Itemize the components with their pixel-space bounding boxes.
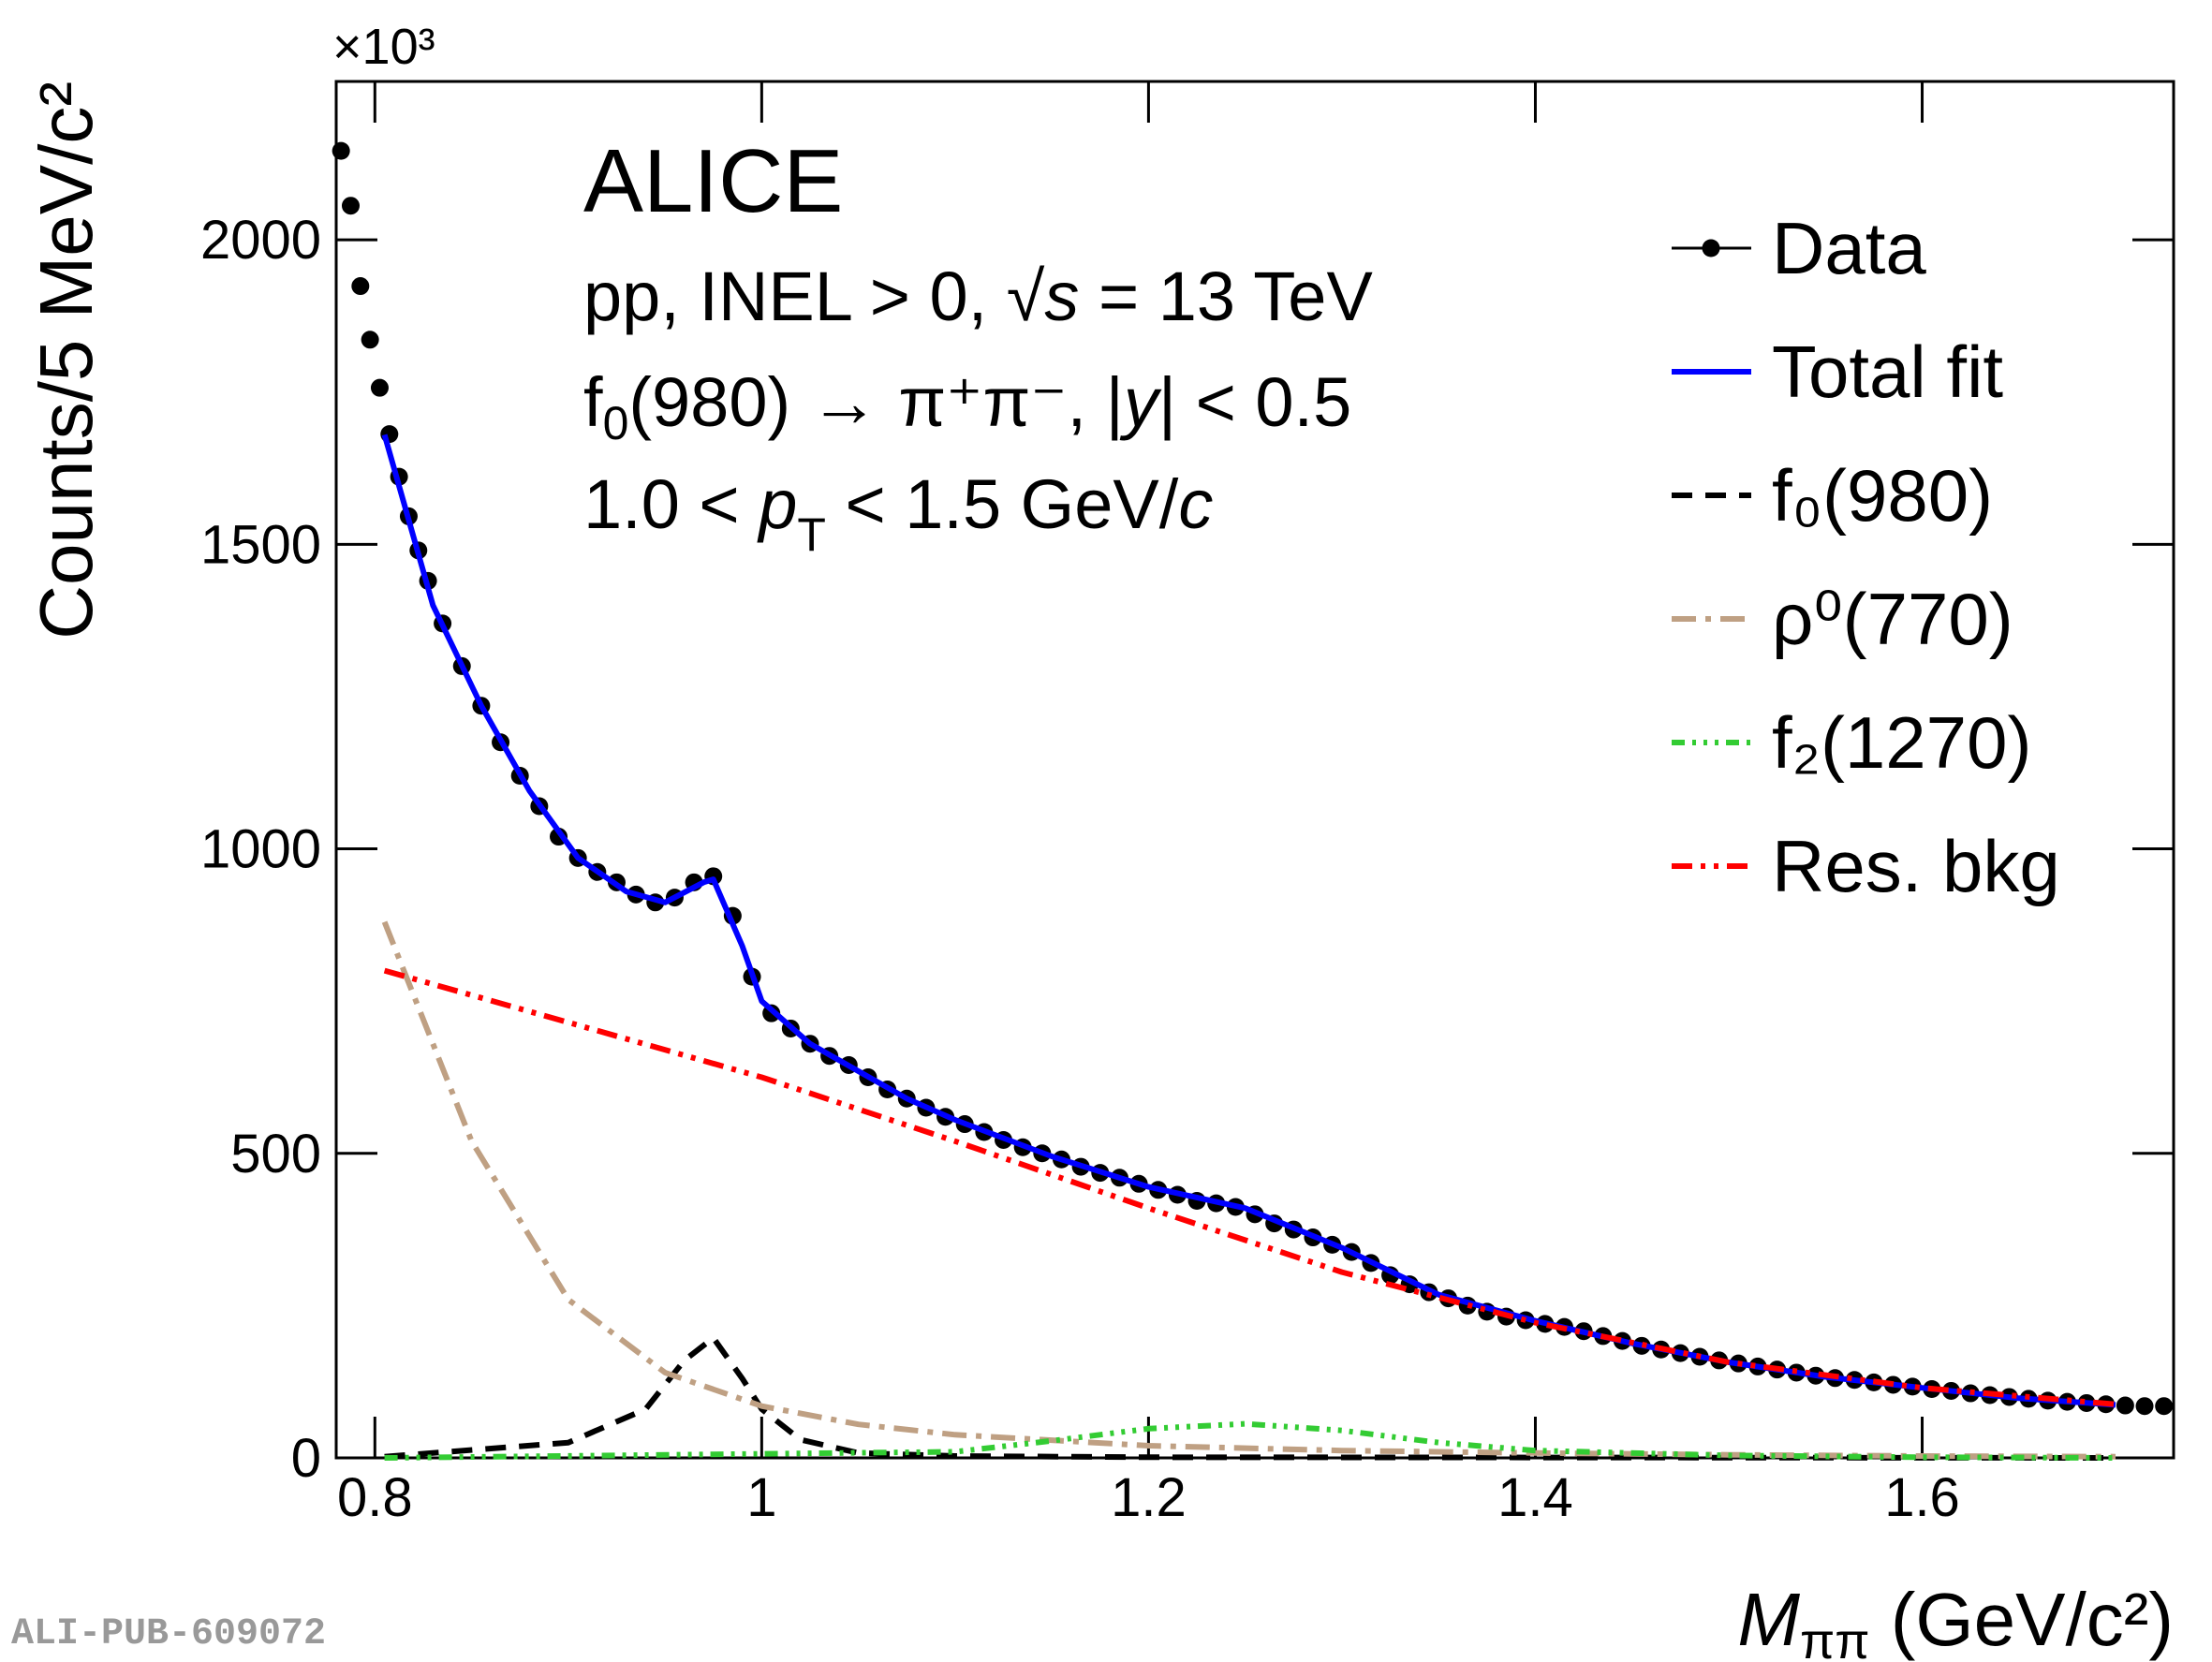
annotation-part: = 13 TeV — [1079, 257, 1373, 335]
legend-key — [1702, 239, 1720, 257]
annotation-part: 0 — [603, 397, 629, 449]
x-tick-label: 1.4 — [1497, 1467, 1573, 1528]
x-tick-label: 1.2 — [1111, 1467, 1187, 1528]
data-point — [370, 378, 389, 397]
legend-label: Res. bkg — [1772, 825, 2060, 907]
y-tick-label: 0 — [291, 1428, 321, 1489]
legend-label: Total fit — [1772, 331, 2003, 413]
data-point — [2135, 1397, 2154, 1416]
annotation-part: T — [797, 508, 826, 561]
data-point — [380, 425, 399, 444]
x-tick-label: 1 — [746, 1467, 776, 1528]
x-axis-title: Mππ (GeV/c²) — [1737, 1578, 2174, 1662]
legend-label: f₂(1270) — [1772, 701, 2031, 784]
y-multiplier: ×10³ — [332, 19, 435, 75]
experiment-label: ALICE — [583, 131, 843, 231]
annotation: f0(980) → π⁺π⁻, |y| < 0.5 — [583, 363, 1351, 449]
series-line — [384, 1420, 2116, 1461]
annotation-part: s — [1044, 257, 1079, 335]
legend-label: ρ⁰(770) — [1772, 578, 2013, 660]
y-tick-label: 1000 — [200, 819, 321, 880]
annotation: pp, INEL > 0, √s = 13 TeV — [583, 257, 1373, 335]
footnote: ALI-PUB-609072 — [11, 1613, 326, 1655]
series-line — [383, 967, 2116, 1407]
annotation-part: p — [757, 465, 797, 543]
annotation: 1.0 < pT < 1.5 GeV/c — [583, 465, 1213, 561]
y-axis-title: Counts/5 MeV/c² — [24, 81, 108, 640]
annotation-part: pp, INEL > 0, √ — [583, 257, 1045, 335]
y-tick-label: 500 — [230, 1124, 321, 1184]
data-point — [341, 197, 360, 215]
legend-label: Data — [1772, 207, 1926, 289]
x-tick-label: 0.8 — [337, 1467, 413, 1528]
y-tick-label: 2000 — [200, 210, 321, 271]
data-point — [2116, 1396, 2134, 1415]
data-point — [332, 141, 350, 160]
annotation-part: < 1.5 GeV/ — [826, 465, 1179, 543]
annotation-part: ALICE — [583, 131, 843, 231]
y-tick-label: 1500 — [200, 514, 321, 575]
series-line — [384, 1334, 2116, 1461]
annotation-part: | < 0.5 — [1158, 363, 1351, 441]
data-point — [2155, 1397, 2174, 1416]
x-title-part: ππ — [1800, 1613, 1870, 1662]
legend-label: f₀(980) — [1772, 454, 1993, 537]
data-point — [361, 331, 379, 349]
annotation-part: y — [1119, 363, 1162, 441]
annotation-part: f — [583, 363, 603, 441]
annotation-part: c — [1178, 465, 1213, 543]
x-tick-label: 1.6 — [1884, 1467, 1960, 1528]
x-title-part: (GeV/c²) — [1870, 1578, 2174, 1661]
data-point — [351, 277, 370, 296]
x-title-part: M — [1737, 1578, 1800, 1661]
annotation-part: 1.0 < — [583, 465, 759, 543]
annotation-part: (980) → π⁺π⁻, | — [628, 363, 1123, 441]
